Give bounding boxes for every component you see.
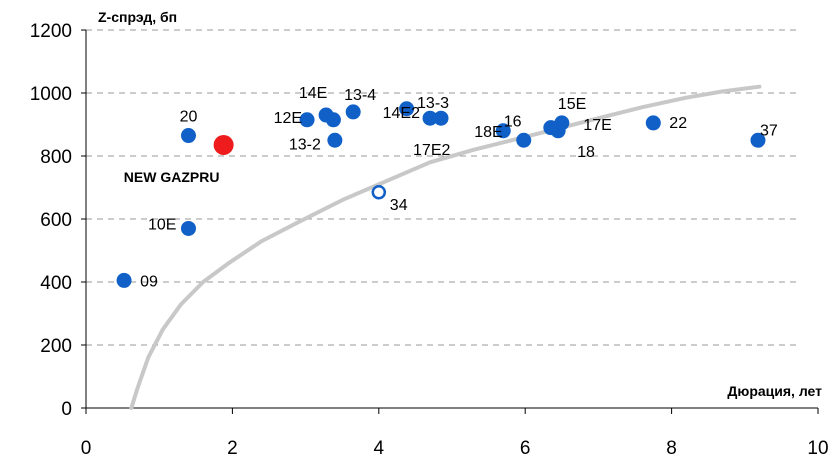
y-tick-label: 800 [40, 147, 72, 168]
point-label: 13-4 [344, 87, 376, 104]
highlight-label: NEW GAZPRU [124, 169, 220, 185]
x-tick-label: 0 [81, 438, 92, 459]
y-tick-label: 1000 [30, 84, 72, 105]
point-label: 14E [299, 85, 327, 102]
point-label: 14E2 [383, 105, 420, 122]
bond-point [495, 123, 511, 139]
point-label: 15E [558, 96, 586, 113]
bond-point [325, 112, 341, 128]
x-tick-label: 6 [520, 438, 531, 459]
data-points [116, 101, 766, 288]
point-label: 34 [390, 197, 408, 214]
x-axis-title: Дюрация, лет [727, 383, 822, 399]
bond-point [433, 110, 449, 126]
point-label: 37 [760, 122, 778, 139]
bond-point [516, 132, 532, 148]
x-tick-label: 10 [807, 438, 828, 459]
x-tick-label: 8 [666, 438, 677, 459]
point-label: 10E [148, 216, 176, 233]
y-tick-label: 0 [61, 399, 72, 420]
highlight-point [213, 134, 234, 155]
y-tick-label: 400 [40, 273, 72, 294]
bond-point [327, 132, 343, 148]
hollow-point [371, 184, 387, 200]
point-label: 17E [583, 117, 611, 134]
x-tick-label: 4 [374, 438, 385, 459]
y-tick-label: 600 [40, 210, 72, 231]
trend-curve [129, 84, 762, 410]
grid-lines [86, 29, 800, 346]
y-axis-title: Z-спрэд, бп [98, 9, 177, 25]
x-tick-label: 2 [227, 438, 238, 459]
bond-point [299, 112, 315, 128]
bond-point [399, 101, 415, 117]
bond-point [180, 128, 196, 144]
point-labels: 09 10E 20 NEW GAZPRU 12E 14E 13-2 13-4 34 14E2 17E… [124, 85, 778, 290]
point-label: 13-3 [417, 95, 449, 112]
bond-point [422, 110, 438, 126]
point-label: 18 [577, 144, 595, 161]
point-label: 17E2 [413, 142, 450, 159]
bond-point [345, 104, 361, 120]
point-label: 16 [504, 113, 522, 130]
point-label: 20 [180, 109, 198, 126]
point-label: 22 [669, 115, 687, 132]
x-axis-ticks: 0 2 4 6 8 10 [81, 408, 829, 459]
bond-point [180, 220, 196, 236]
point-label: 13-2 [289, 136, 321, 153]
bond-point [750, 132, 766, 148]
point-label: 18E [474, 124, 502, 141]
y-tick-label: 1200 [30, 21, 72, 42]
point-label: 09 [140, 273, 158, 290]
bond-point [645, 115, 661, 131]
point-label: 12E [274, 110, 302, 127]
bond-point [554, 115, 570, 131]
bond-point [116, 272, 132, 288]
y-axis-ticks: 0 200 400 600 800 1000 1200 [30, 21, 86, 420]
y-tick-label: 200 [40, 336, 72, 357]
